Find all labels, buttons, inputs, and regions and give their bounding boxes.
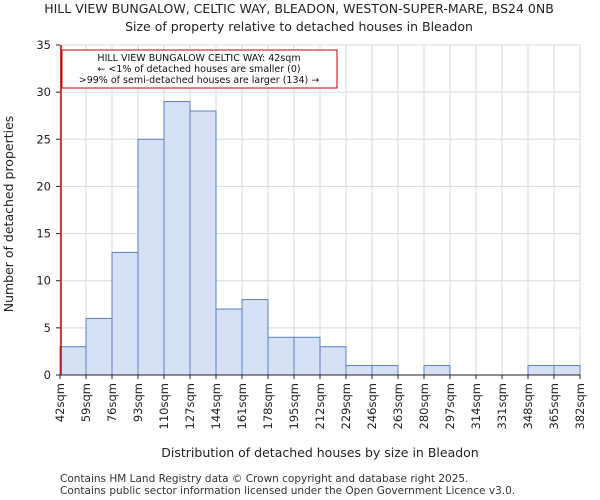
x-tick-label: 76sqm — [105, 383, 119, 422]
footer-line-2: Contains public sector information licen… — [60, 485, 515, 497]
y-tick-label: 30 — [36, 85, 51, 99]
x-tick-label: 229sqm — [339, 383, 353, 429]
bar — [111, 251, 139, 376]
bar — [215, 308, 243, 376]
x-tick-label: 42sqm — [53, 383, 67, 422]
bar — [59, 346, 87, 376]
x-tick-label: 297sqm — [443, 383, 457, 429]
bars-group — [59, 101, 581, 376]
bar — [85, 317, 113, 376]
footer-line-1: Contains HM Land Registry data © Crown c… — [60, 473, 468, 485]
bar — [163, 101, 191, 376]
bar — [423, 365, 451, 376]
x-axis-label: Distribution of detached houses by size … — [161, 445, 478, 460]
x-tick-label: 59sqm — [79, 383, 93, 422]
chart-title: HILL VIEW BUNGALOW, CELTIC WAY, BLEADON,… — [44, 1, 554, 16]
y-tick-label: 5 — [44, 321, 51, 335]
x-tick-label: 263sqm — [391, 383, 405, 429]
y-tick-labels: 0 5 10 15 20 25 30 35 — [36, 38, 60, 382]
x-tick-label: 161sqm — [235, 383, 249, 429]
x-tick-label: 110sqm — [157, 383, 171, 429]
x-tick-label: 212sqm — [313, 383, 327, 429]
y-tick-label: 20 — [36, 179, 51, 193]
y-axis-label: Number of detached properties — [1, 116, 16, 313]
annotation-line-1: HILL VIEW BUNGALOW CELTIC WAY: 42sqm — [97, 53, 300, 64]
chart-subtitle: Size of property relative to detached ho… — [125, 19, 473, 34]
x-tick-label: 331sqm — [495, 383, 509, 429]
annotation-line-2: ← <1% of detached houses are smaller (0) — [97, 64, 300, 75]
x-tick-label: 178sqm — [261, 383, 275, 429]
y-tick-label: 15 — [36, 227, 51, 241]
annotation-line-3: >99% of semi-detached houses are larger … — [79, 75, 320, 86]
y-tick-label: 35 — [36, 38, 51, 52]
annotation-frame — [61, 49, 338, 89]
x-tick-label: 93sqm — [131, 383, 145, 422]
bar — [267, 336, 295, 376]
x-tick-label: 365sqm — [547, 383, 561, 429]
x-tick-label: 382sqm — [573, 383, 587, 429]
bar — [371, 365, 399, 376]
x-tick-label: 144sqm — [209, 383, 223, 429]
x-tick-label: 314sqm — [469, 383, 483, 429]
x-tick-label: 348sqm — [521, 383, 535, 429]
bar — [345, 365, 373, 376]
y-tick-label: 25 — [36, 132, 51, 146]
x-tick-label: 280sqm — [417, 383, 431, 429]
y-tick-label: 0 — [44, 368, 51, 382]
x-tick-label: 127sqm — [183, 383, 197, 429]
bar — [319, 346, 347, 376]
y-tick-label: 10 — [36, 274, 51, 288]
x-tick-label: 195sqm — [287, 383, 301, 429]
x-tick-labels: 42sqm 59sqm 76sqm 93sqm 110sqm 127sqm 144sqm 16… — [53, 375, 587, 429]
bar — [241, 299, 269, 376]
x-tick-label: 246sqm — [365, 383, 379, 429]
bar — [527, 365, 555, 376]
bar — [189, 110, 217, 376]
bar — [137, 138, 165, 376]
annotation-box: HILL VIEW BUNGALOW CELTIC WAY: 42sqm ← <… — [61, 49, 338, 89]
bar — [553, 365, 581, 376]
bar — [293, 336, 321, 376]
